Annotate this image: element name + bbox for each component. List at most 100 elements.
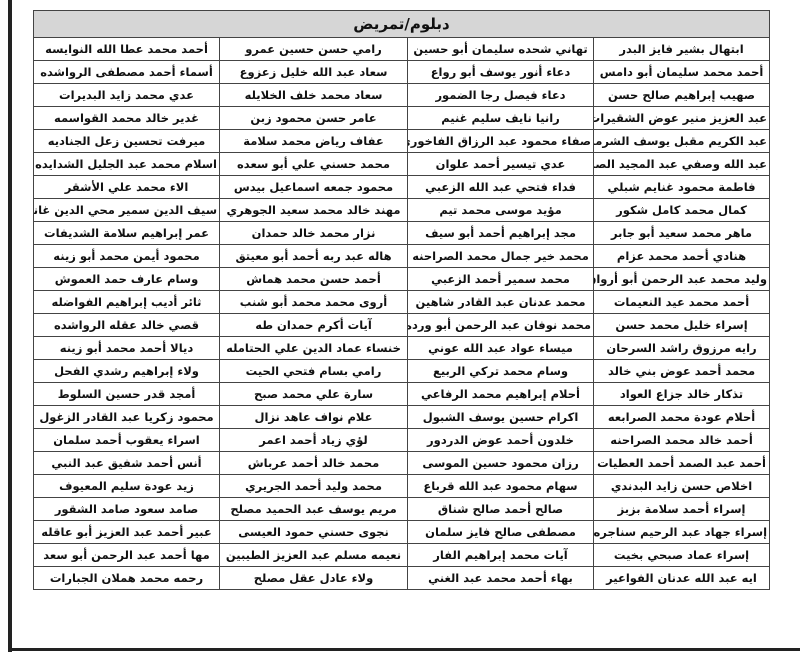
name-cell: وسام عارف حمد العموش — [32, 267, 221, 291]
name-cell: رحمه محمد هملان الجبارات — [32, 566, 221, 590]
name-cell: رامي حسن حسين عمرو — [219, 37, 409, 61]
name-cell: علام نواف عاهد نزال — [219, 405, 409, 429]
name-cell: زيد عودة سليم المعيوف — [32, 474, 221, 498]
name-cell: عمر إبراهيم سلامة الشديفات — [32, 221, 221, 245]
table-row: صهيب إبراهيم صالح حسن دعاء فيصل رجا الضمو… — [32, 83, 771, 107]
table-header-row: دبلوم/تمريض — [32, 10, 771, 38]
name-cell: ولاء عادل عقل مصلح — [219, 566, 409, 590]
name-cell: ولاء إبراهيم رشدي الفحل — [32, 359, 221, 383]
name-cell: رانيا نايف سليم غنيم — [407, 106, 595, 130]
name-cell: رايه مرزوق راشد السرحان — [593, 336, 771, 360]
name-cell: آيات أكرم حمدان طه — [219, 313, 409, 337]
name-cell: عبد العزيز منير عوض الشقيرات — [593, 106, 771, 130]
name-cell: محمد سمير أحمد الزعبي — [407, 267, 595, 291]
name-cell: دعاء أنور يوسف أبو رواع — [407, 60, 595, 84]
name-cell: عفاف رياض محمد سلامة — [219, 129, 409, 153]
table-row: كمال محمد كامل شكور مؤيد موسى محمد تيم مهن… — [32, 198, 771, 222]
name-cell: اكرام حسين يوسف الشبول — [407, 405, 595, 429]
name-cell: غدير خالد محمد القواسمه — [32, 106, 221, 130]
name-cell: نعيمه مسلم عبد العزيز الطيبين — [219, 543, 409, 567]
table-row: أحلام عودة محمد الصرابعه اكرام حسين يوسف … — [32, 405, 771, 429]
name-cell: تهاني شحده سليمان أبو حسين — [407, 37, 595, 61]
name-cell: محمد نوفان عبد الرحمن أبو ورده — [407, 313, 595, 337]
name-cell: أحمد حسن محمد هماش — [219, 267, 409, 291]
names-table: دبلوم/تمريض ابتهال بشير فايز البدر تهاني … — [32, 10, 771, 590]
name-cell: محمد أحمد عوض بني خالد — [593, 359, 771, 383]
name-cell: نزار محمد خالد حمدان — [219, 221, 409, 245]
name-cell: مها أحمد عبد الرحمن أبو سعد — [32, 543, 221, 567]
name-cell: محمد خالد أحمد عرباش — [219, 451, 409, 475]
table-row: عبد العزيز منير عوض الشقيرات رانيا نايف س… — [32, 106, 771, 130]
name-cell: أحمد محمد سليمان أبو دامس — [593, 60, 771, 84]
name-cell: إسراء جهاد عبد الرحيم سناجره — [593, 520, 771, 544]
name-cell: فاطمة محمود غنايم شبلي — [593, 175, 771, 199]
name-cell: صامد سعود صامد الشقور — [32, 497, 221, 521]
name-cell: إسراء عماد صبحي بخيت — [593, 543, 771, 567]
name-cell: أحمد خالد محمد الصراحنه — [593, 428, 771, 452]
name-cell: وسام محمد تركي الربيع — [407, 359, 595, 383]
name-cell: ثائر أديب إبراهيم الفواضله — [32, 290, 221, 314]
name-cell: نجوى حسني حمود العيسى — [219, 520, 409, 544]
name-cell: عبد الله وصفي عبد المجيد الصالح — [593, 152, 771, 176]
name-cell: عامر حسن محمود زبن — [219, 106, 409, 130]
name-cell: سيف الدين سمير محي الدين غانم — [32, 198, 221, 222]
table-row: وليد محمد عبد الرحمن أبو أرواق محمد سمير … — [32, 267, 771, 291]
name-cell: رزان محمود حسين الموسى — [407, 451, 595, 475]
table-row: رايه مرزوق راشد السرحان ميساء عواد عبد ال… — [32, 336, 771, 360]
table-row: إسراء أحمد سلامة بزبز صالح أحمد صالح شناق… — [32, 497, 771, 521]
name-cell: ديالا أحمد محمد أبو زينه — [32, 336, 221, 360]
table-row: إسراء جهاد عبد الرحيم سناجره مصطفى صالح ف… — [32, 520, 771, 544]
name-cell: دعاء فيصل رجا الضمور — [407, 83, 595, 107]
table-row: محمد أحمد عوض بني خالد وسام محمد تركي الر… — [32, 359, 771, 383]
name-cell: أروى محمد محمد أبو شنب — [219, 290, 409, 314]
name-cell: ميرفت تحسين زعل الجناديه — [32, 129, 221, 153]
name-cell: آيات محمد إبراهيم الفار — [407, 543, 595, 567]
name-cell: ايه عبد الله عدنان الفواعير — [593, 566, 771, 590]
table-row: فاطمة محمود غنايم شبلي فداء فتحي عبد الله… — [32, 175, 771, 199]
name-cell: أمجد قدر حسين السلوط — [32, 382, 221, 406]
name-cell: اسراء يعقوب أحمد سلمان — [32, 428, 221, 452]
table-row: عبد الله وصفي عبد المجيد الصالح عدي تيسير… — [32, 152, 771, 176]
table-row: ابتهال بشير فايز البدر تهاني شحده سليمان … — [32, 37, 771, 61]
table-row: ايه عبد الله عدنان الفواعير بهاء أحمد محم… — [32, 566, 771, 590]
name-cell: أحمد محمد عطا الله النوايسه — [32, 37, 221, 61]
name-cell: عبد الكريم مقبل يوسف الشرمان — [593, 129, 771, 153]
name-cell: مؤيد موسى محمد تيم — [407, 198, 595, 222]
name-cell: محمود أيمن محمد أبو زينه — [32, 244, 221, 268]
table-row: ماهر محمد سعيد أبو جابر مجد إبراهيم أحمد … — [32, 221, 771, 245]
table-row: إسراء عماد صبحي بخيت آيات محمد إبراهيم ال… — [32, 543, 771, 567]
name-cell: محمد وليد أحمد الجريري — [219, 474, 409, 498]
page-border-left — [8, 0, 12, 652]
name-cell: تذكار خالد جزاع العواد — [593, 382, 771, 406]
name-cell: محمد خير جمال محمد الصراحنه — [407, 244, 595, 268]
name-cell: مجد إبراهيم أحمد أبو سيف — [407, 221, 595, 245]
name-cell: لؤي زياد أحمد اعمر — [219, 428, 409, 452]
name-cell: ابتهال بشير فايز البدر — [593, 37, 771, 61]
name-cell: محمود زكريا عبد القادر الزغول — [32, 405, 221, 429]
table-row: أحمد محمد عيد النعيمات محمد عدنان عبد الق… — [32, 290, 771, 314]
name-cell: وليد محمد عبد الرحمن أبو أرواق — [593, 267, 771, 291]
name-cell: سهام محمود عبد الله قرباع — [407, 474, 595, 498]
name-cell: أحمد عبد الصمد أحمد العطيات — [593, 451, 771, 475]
name-cell: ميساء عواد عبد الله عوني — [407, 336, 595, 360]
name-cell: اخلاص حسن زايد البدندي — [593, 474, 771, 498]
table-row: أحمد عبد الصمد أحمد العطيات رزان محمود حس… — [32, 451, 771, 475]
name-cell: قصي خالد عقله الرواشده — [32, 313, 221, 337]
name-cell: كمال محمد كامل شكور — [593, 198, 771, 222]
name-cell: الاء محمد علي الأشقر — [32, 175, 221, 199]
table-row: أحمد خالد محمد الصراحنه خلدون أحمد عوض ال… — [32, 428, 771, 452]
table-title: دبلوم/تمريض — [32, 10, 771, 38]
name-cell: إسراء أحمد سلامة بزبز — [593, 497, 771, 521]
name-cell: إسراء خليل محمد حسن — [593, 313, 771, 337]
name-cell: محمد عدنان عبد القادر شاهين — [407, 290, 595, 314]
name-cell: صهيب إبراهيم صالح حسن — [593, 83, 771, 107]
table-row: اخلاص حسن زايد البدندي سهام محمود عبد الل… — [32, 474, 771, 498]
name-cell: محمود جمعه اسماعيل بيدس — [219, 175, 409, 199]
name-cell: خنساء عماد الدين علي الحتامله — [219, 336, 409, 360]
name-cell: سعاد محمد خلف الخلايله — [219, 83, 409, 107]
table-row: أحمد محمد سليمان أبو دامس دعاء أنور يوسف … — [32, 60, 771, 84]
name-cell: أحلام عودة محمد الصرابعه — [593, 405, 771, 429]
name-cell: بهاء أحمد محمد عبد الغني — [407, 566, 595, 590]
table-row: هنادي أحمد محمد عزام محمد خير جمال محمد ا… — [32, 244, 771, 268]
name-cell: مهند خالد محمد سعيد الجوهري — [219, 198, 409, 222]
